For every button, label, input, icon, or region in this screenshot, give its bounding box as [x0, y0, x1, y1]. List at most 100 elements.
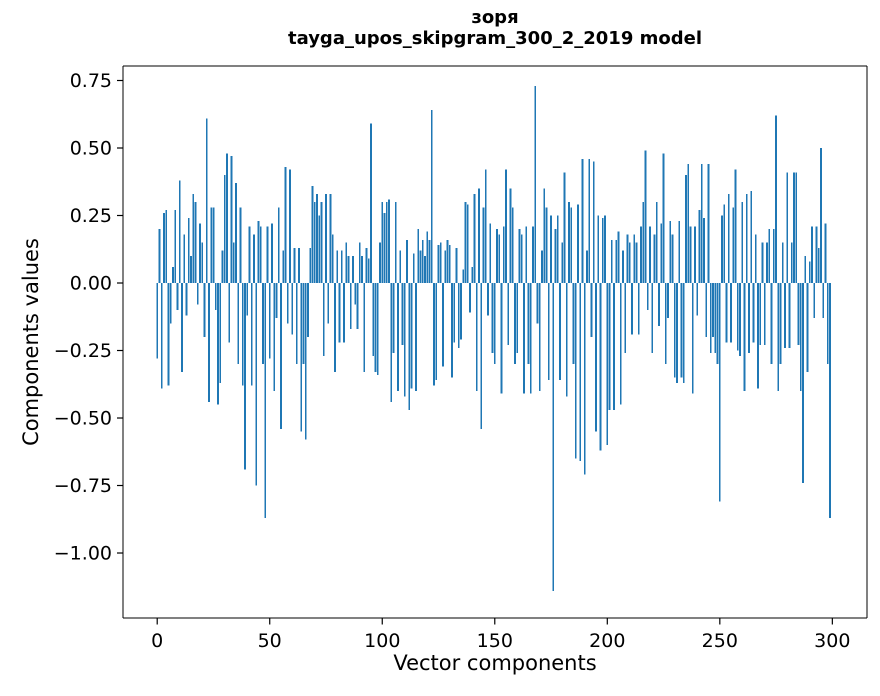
bar — [478, 188, 480, 283]
bar — [788, 283, 791, 348]
bar — [676, 283, 678, 383]
bar — [439, 242, 442, 283]
bar — [680, 283, 683, 378]
bar — [248, 226, 251, 283]
bar — [388, 199, 390, 283]
bar — [757, 283, 759, 389]
bar — [572, 283, 575, 364]
bar — [649, 226, 651, 283]
bar — [318, 215, 321, 283]
bar — [253, 234, 255, 283]
bar — [239, 207, 242, 283]
bar — [604, 215, 606, 283]
bar — [608, 283, 611, 410]
bar — [340, 250, 343, 283]
y-tick-label: −1.00 — [54, 543, 112, 565]
bar — [633, 234, 636, 283]
bar — [766, 242, 768, 283]
bar — [428, 239, 431, 283]
x-tick-label: 0 — [151, 630, 163, 652]
y-tick-label: −0.25 — [54, 340, 112, 362]
bar — [712, 283, 714, 337]
bar — [655, 202, 658, 283]
bar — [795, 172, 798, 283]
bar — [520, 234, 523, 283]
bar — [786, 172, 789, 283]
bar — [628, 242, 631, 283]
bar — [194, 202, 197, 283]
bar — [721, 215, 723, 283]
bar — [466, 204, 469, 283]
bar — [626, 234, 629, 283]
bar — [190, 256, 192, 283]
bar — [365, 247, 368, 283]
bar — [482, 207, 485, 283]
bar — [664, 283, 667, 364]
bar — [336, 250, 339, 283]
bar — [822, 283, 825, 319]
bar — [698, 210, 701, 283]
bar — [617, 231, 620, 283]
bar — [541, 250, 543, 283]
bar — [691, 283, 694, 394]
bar — [221, 250, 224, 283]
bar — [667, 283, 669, 319]
y-tick-label: −0.50 — [54, 408, 112, 430]
bar — [183, 234, 186, 283]
bar — [320, 202, 323, 283]
bar — [662, 153, 665, 283]
bar — [502, 226, 505, 283]
bar — [448, 245, 451, 283]
bar — [417, 229, 420, 283]
bar — [399, 250, 402, 283]
y-tick-label: −0.75 — [54, 475, 112, 497]
bar — [345, 242, 348, 283]
bar — [516, 283, 519, 354]
bar — [518, 229, 521, 283]
bar — [577, 204, 579, 283]
bar — [687, 164, 690, 283]
bar — [257, 220, 260, 283]
bar — [475, 283, 478, 391]
bar — [244, 283, 246, 470]
bar — [509, 188, 512, 283]
bar — [338, 283, 341, 343]
bar — [597, 215, 600, 283]
bar — [316, 193, 318, 283]
bar — [601, 218, 604, 283]
bar — [646, 283, 649, 310]
y-axis-label: Components values — [19, 238, 43, 446]
bar — [235, 183, 237, 283]
bar — [754, 234, 757, 283]
bar — [442, 283, 444, 367]
bar — [295, 283, 298, 364]
bar — [165, 210, 168, 283]
bar — [741, 202, 744, 283]
bar — [694, 226, 696, 283]
bar — [358, 242, 361, 283]
bar — [430, 110, 433, 283]
bar — [511, 207, 514, 283]
bar — [799, 283, 802, 391]
bar — [181, 283, 183, 373]
bar — [462, 269, 465, 283]
bar — [775, 115, 777, 283]
bar — [658, 283, 660, 327]
bar — [156, 283, 159, 359]
bar — [505, 169, 507, 283]
bar — [325, 193, 327, 283]
bar — [302, 283, 305, 364]
bar — [241, 283, 244, 386]
bar — [500, 283, 503, 394]
bar — [372, 283, 375, 356]
bar — [574, 283, 577, 459]
bar — [748, 283, 750, 354]
bar — [484, 169, 487, 283]
bar — [408, 283, 411, 410]
bar — [331, 234, 334, 283]
y-tick-label: 0.00 — [70, 273, 112, 295]
bar — [410, 283, 413, 389]
bar — [300, 283, 303, 432]
bar — [590, 283, 593, 337]
